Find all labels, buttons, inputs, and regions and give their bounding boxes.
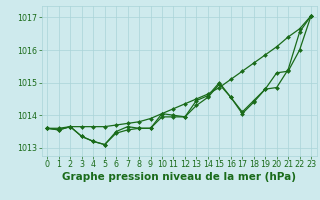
X-axis label: Graphe pression niveau de la mer (hPa): Graphe pression niveau de la mer (hPa) <box>62 172 296 182</box>
